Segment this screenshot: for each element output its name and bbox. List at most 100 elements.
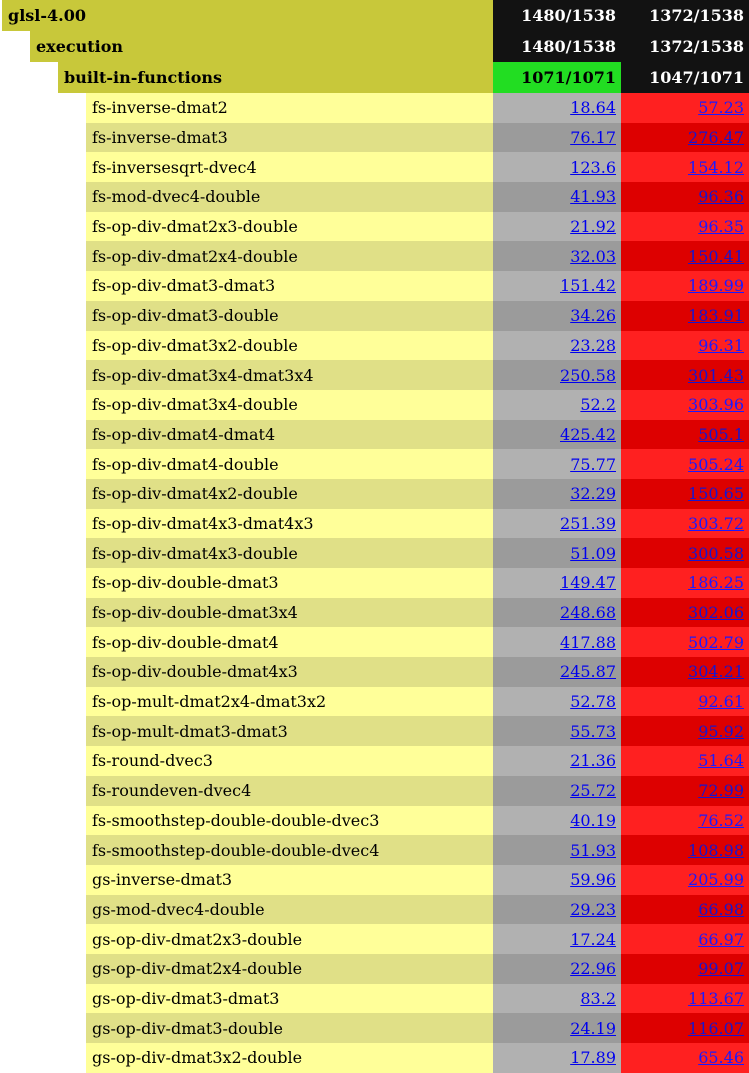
result-cell-b: 186.25	[621, 568, 749, 598]
result-cell-a: 251.39	[493, 508, 621, 539]
result-link-b[interactable]: 189.99	[688, 276, 744, 296]
result-link-a[interactable]: 17.24	[570, 929, 616, 949]
result-link-a[interactable]: 83.2	[580, 988, 616, 1008]
result-link-b[interactable]: 186.25	[688, 573, 744, 593]
result-link-b[interactable]: 505.1	[698, 424, 744, 444]
result-cell-b: 300.58	[621, 538, 749, 568]
result-cell-a: 40.19	[493, 805, 621, 836]
result-link-b[interactable]: 66.98	[698, 899, 744, 919]
result-link-b[interactable]: 96.35	[698, 217, 744, 237]
result-link-b[interactable]: 150.65	[688, 484, 744, 504]
result-link-b[interactable]: 113.67	[688, 988, 744, 1008]
test-name: gs-inverse-dmat3	[86, 864, 493, 895]
result-link-b[interactable]: 154.12	[688, 157, 744, 177]
result-link-b[interactable]: 116.07	[688, 1018, 744, 1038]
result-link-b[interactable]: 76.52	[698, 810, 744, 830]
result-cell-b: 96.31	[621, 330, 749, 361]
test-row: gs-inverse-dmat3 59.96 205.99	[0, 864, 749, 895]
result-link-a[interactable]: 425.42	[560, 424, 616, 444]
result-link-a[interactable]: 250.58	[560, 365, 616, 385]
test-row: fs-op-div-dmat4x2-double 32.29 150.65	[0, 478, 749, 509]
result-link-a[interactable]: 32.29	[570, 484, 616, 504]
result-cell-a: 51.09	[493, 538, 621, 568]
result-link-a[interactable]: 248.68	[560, 603, 616, 623]
result-link-b[interactable]: 302.06	[688, 603, 744, 623]
result-link-a[interactable]: 25.72	[570, 781, 616, 801]
result-cell-a: 17.89	[493, 1043, 621, 1073]
result-link-a[interactable]: 52.78	[570, 692, 616, 712]
result-cell-b: 108.98	[621, 835, 749, 865]
result-link-b[interactable]: 96.36	[698, 187, 744, 207]
result-link-a[interactable]: 22.96	[570, 959, 616, 979]
result-link-a[interactable]: 151.42	[560, 276, 616, 296]
result-link-b[interactable]: 301.43	[688, 365, 744, 385]
result-cell-b: 304.21	[621, 657, 749, 687]
test-name: fs-op-div-dmat3-double	[86, 300, 493, 331]
result-cell-a: 32.03	[493, 241, 621, 272]
result-link-b[interactable]: 276.47	[688, 128, 744, 148]
result-cell-a: 32.29	[493, 478, 621, 509]
result-link-b[interactable]: 99.07	[698, 959, 744, 979]
group-row-built-in-functions: built-in-functions 1071/1071 1047/1071	[0, 62, 749, 93]
result-link-b[interactable]: 66.97	[698, 929, 744, 949]
result-link-a[interactable]: 55.73	[570, 721, 616, 741]
result-cell-b: 205.99	[621, 864, 749, 895]
test-name: fs-op-div-double-dmat3	[86, 568, 493, 598]
result-link-a[interactable]: 17.89	[570, 1048, 616, 1068]
result-link-a[interactable]: 59.96	[570, 870, 616, 890]
test-name: gs-op-div-dmat3-dmat3	[86, 983, 493, 1014]
result-cell-a: 29.23	[493, 894, 621, 925]
result-link-a[interactable]: 417.88	[560, 632, 616, 652]
result-link-b[interactable]: 205.99	[688, 870, 744, 890]
result-link-a[interactable]: 23.28	[570, 335, 616, 355]
test-name: fs-op-mult-dmat2x4-dmat3x2	[86, 686, 493, 717]
result-link-b[interactable]: 72.99	[698, 781, 744, 801]
result-link-a[interactable]: 245.87	[560, 662, 616, 682]
result-link-b[interactable]: 65.46	[698, 1048, 744, 1068]
result-link-b[interactable]: 92.61	[698, 692, 744, 712]
test-row: fs-inverse-dmat2 18.64 57.23	[0, 93, 749, 123]
result-cell-a: 76.17	[493, 122, 621, 153]
result-link-b[interactable]: 51.64	[698, 751, 744, 771]
result-link-a[interactable]: 40.19	[570, 810, 616, 830]
result-link-a[interactable]: 51.09	[570, 543, 616, 563]
test-row: fs-op-div-dmat3-double 34.26 183.91	[0, 300, 749, 331]
result-link-b[interactable]: 183.91	[688, 306, 744, 326]
result-cell-b: 72.99	[621, 775, 749, 806]
result-link-a[interactable]: 251.39	[560, 513, 616, 533]
result-link-a[interactable]: 29.23	[570, 899, 616, 919]
result-link-a[interactable]: 21.92	[570, 217, 616, 237]
result-cell-b: 65.46	[621, 1043, 749, 1073]
result-link-a[interactable]: 32.03	[570, 246, 616, 266]
result-cell-a: 123.6	[493, 152, 621, 183]
test-row: fs-op-div-dmat2x4-double 32.03 150.41	[0, 241, 749, 272]
result-link-b[interactable]: 108.98	[688, 840, 744, 860]
test-name: fs-op-div-dmat3x4-double	[86, 389, 493, 420]
result-link-b[interactable]: 303.72	[688, 513, 744, 533]
result-link-a[interactable]: 24.19	[570, 1018, 616, 1038]
result-link-a[interactable]: 21.36	[570, 751, 616, 771]
result-link-b[interactable]: 303.96	[688, 395, 744, 415]
result-link-b[interactable]: 304.21	[688, 662, 744, 682]
result-link-b[interactable]: 57.23	[698, 98, 744, 118]
result-link-a[interactable]: 51.93	[570, 840, 616, 860]
result-link-a[interactable]: 149.47	[560, 573, 616, 593]
test-row: fs-round-dvec3 21.36 51.64	[0, 746, 749, 776]
result-link-a[interactable]: 123.6	[570, 157, 616, 177]
result-link-a[interactable]: 34.26	[570, 306, 616, 326]
result-link-b[interactable]: 95.92	[698, 721, 744, 741]
result-link-a[interactable]: 18.64	[570, 98, 616, 118]
result-link-b[interactable]: 150.41	[688, 246, 744, 266]
result-link-a[interactable]: 41.93	[570, 187, 616, 207]
result-link-a[interactable]: 75.77	[570, 454, 616, 474]
result-cell-a: 41.93	[493, 182, 621, 212]
result-cell-b: 92.61	[621, 686, 749, 717]
result-link-a[interactable]: 76.17	[570, 128, 616, 148]
result-link-b[interactable]: 96.31	[698, 335, 744, 355]
result-link-b[interactable]: 502.79	[688, 632, 744, 652]
result-link-b[interactable]: 505.24	[688, 454, 744, 474]
result-cell-a: 75.77	[493, 449, 621, 479]
test-name: fs-op-div-dmat4-double	[86, 449, 493, 479]
result-link-b[interactable]: 300.58	[688, 543, 744, 563]
result-link-a[interactable]: 52.2	[580, 395, 616, 415]
